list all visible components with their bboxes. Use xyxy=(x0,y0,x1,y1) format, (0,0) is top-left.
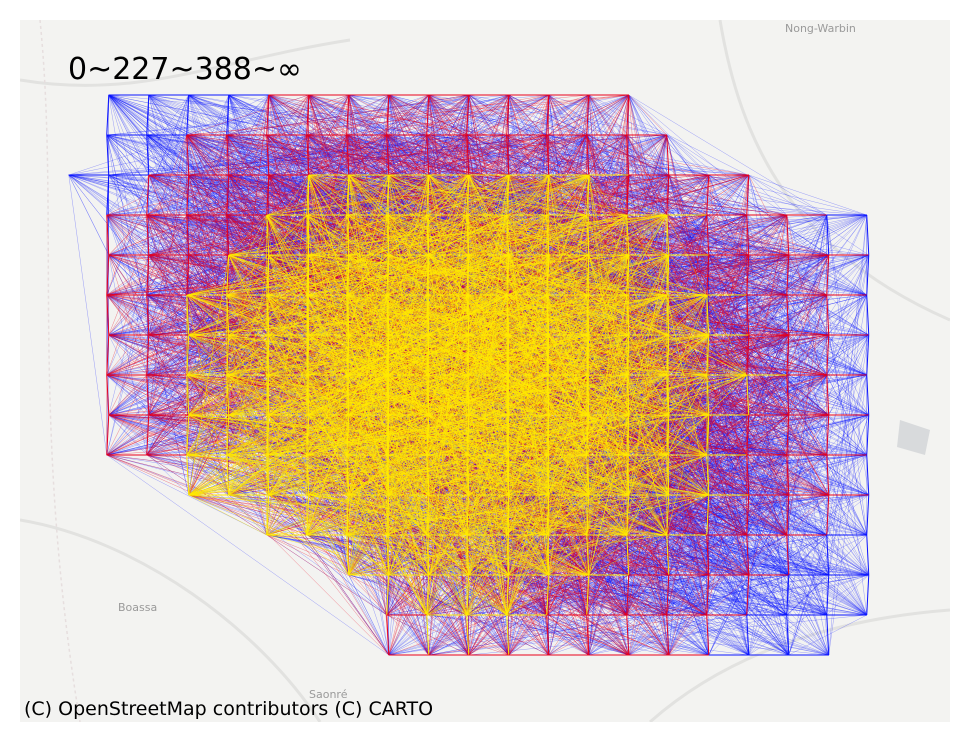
legend-title: 0~227~388~∞ xyxy=(68,52,303,87)
flow-network-layer xyxy=(20,20,950,722)
place-label-nong-warbin: Nong-Warbin xyxy=(785,22,856,35)
map-attribution: (C) OpenStreetMap contributors (C) CARTO xyxy=(24,698,434,720)
place-label-saonre: Saonré xyxy=(309,688,348,701)
basemap-roads xyxy=(20,20,950,722)
map-canvas[interactable]: Nong-Warbin Boassa Saonré 0~227~388~∞ (C… xyxy=(20,20,950,722)
place-label-boassa: Boassa xyxy=(118,601,158,614)
flow-lines xyxy=(68,94,870,656)
